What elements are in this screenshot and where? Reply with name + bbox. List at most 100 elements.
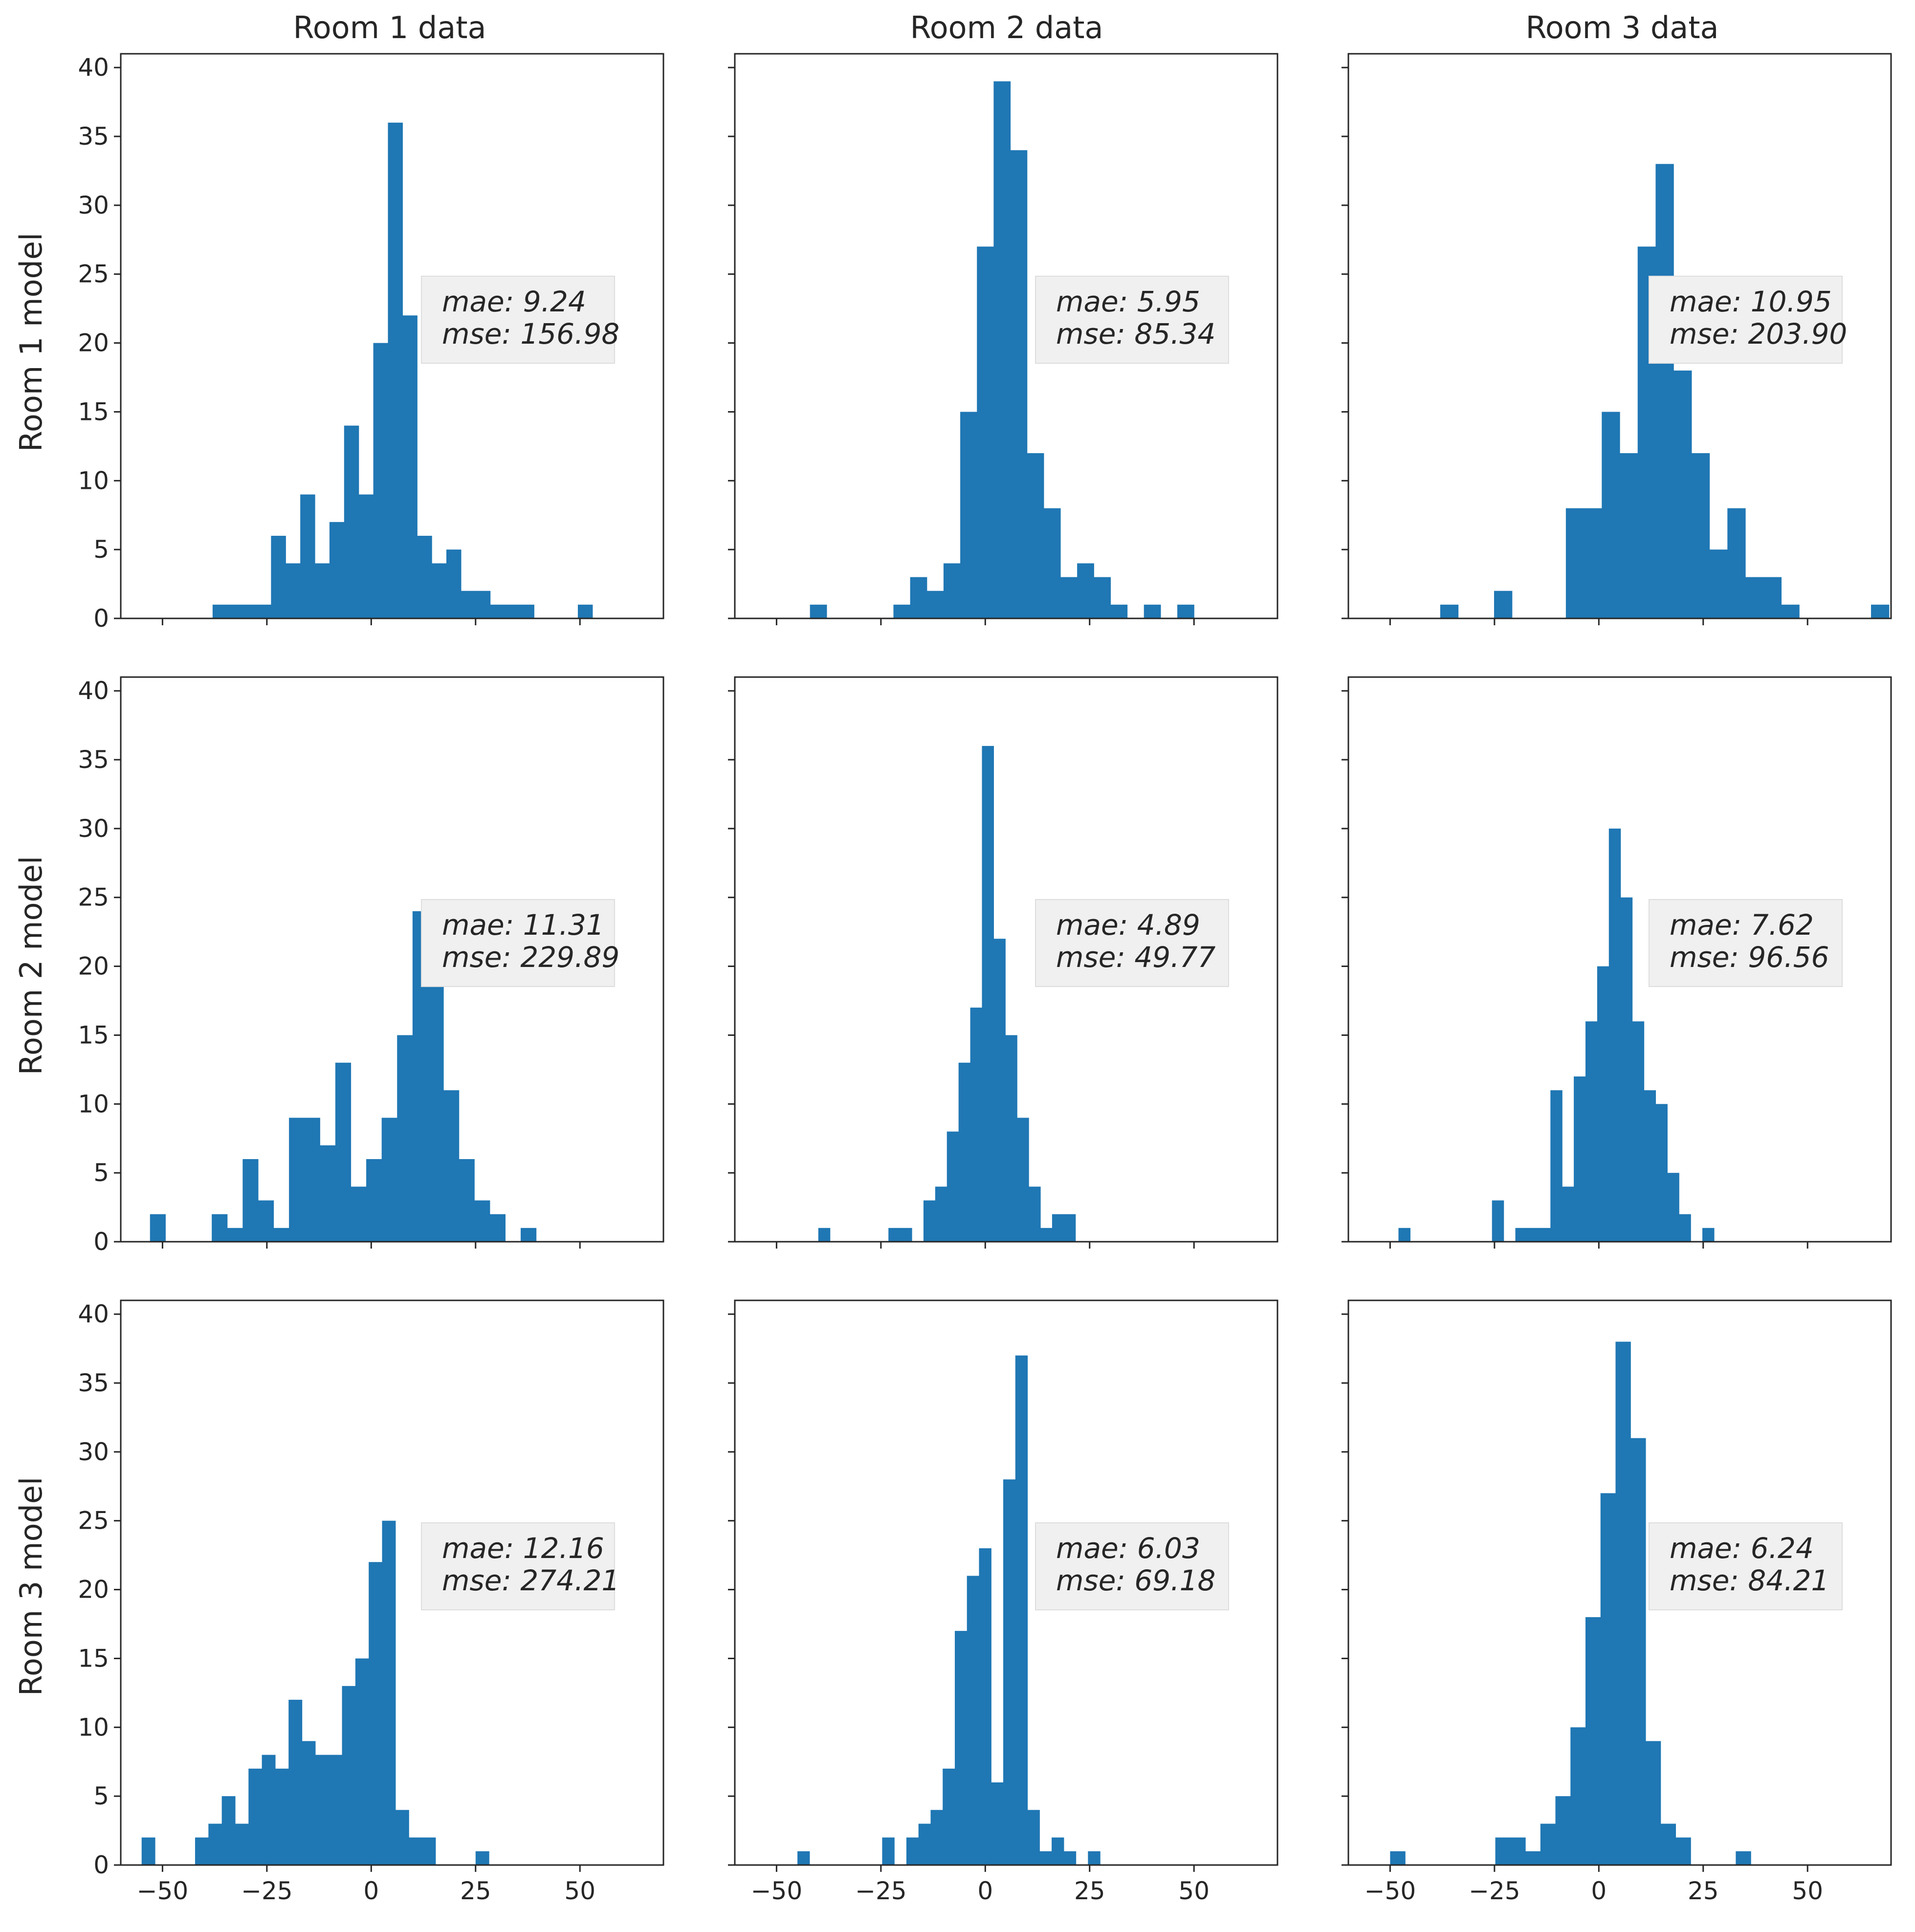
x-tick-label: 50 — [1792, 1877, 1823, 1905]
x-tick-label: 50 — [564, 1877, 595, 1905]
histogram-bar — [1630, 1438, 1646, 1865]
axes-frame — [734, 676, 1278, 1243]
histogram-bar — [235, 1823, 249, 1865]
histogram-bar — [402, 315, 418, 618]
histogram-bar — [1608, 828, 1621, 1242]
histogram-bar — [982, 746, 994, 1242]
histogram-bar — [1088, 1851, 1101, 1865]
histogram-bar — [1003, 1479, 1016, 1865]
histogram-bar — [1570, 1727, 1586, 1865]
histogram-bar — [273, 1228, 289, 1242]
stats-box — [421, 276, 615, 364]
y-tick-label: 0 — [93, 604, 109, 633]
y-tick-label: 5 — [93, 1159, 109, 1187]
histogram-bar — [923, 1200, 936, 1242]
histogram-bar — [977, 246, 994, 618]
histogram-bar — [1398, 1228, 1410, 1242]
histogram-bar — [1645, 1741, 1661, 1865]
y-tick-label: 20 — [78, 1576, 109, 1604]
histogram-bar — [1144, 604, 1161, 618]
y-tick-label: 35 — [78, 746, 109, 774]
histogram-bar — [258, 1200, 274, 1242]
histogram-panel-3-1: 0 5 10 15 20 25 30 35 40 −50 −25 0 25 50 mae: 12.16mse… — [78, 1299, 664, 1905]
titles-layer: Room 1 data Room 2 data Room 3 data Room… — [13, 10, 1719, 1696]
histogram-bar — [943, 1768, 955, 1865]
histogram-bar — [275, 1768, 289, 1865]
histogram-bar — [1620, 453, 1638, 618]
y-tick-label: 35 — [78, 122, 109, 151]
mse-label: mse: 69.18 — [1056, 1564, 1215, 1597]
histogram-bar — [810, 604, 827, 618]
histogram-bar — [366, 1159, 382, 1242]
histogram-bar — [417, 535, 432, 618]
histogram-bar — [1029, 1186, 1041, 1242]
histogram-bar — [304, 1118, 320, 1242]
histogram-bar — [369, 1562, 383, 1865]
x-tick-label: −50 — [137, 1877, 189, 1905]
axes-frame — [1347, 1299, 1892, 1866]
mse-label: mse: 156.98 — [442, 317, 619, 351]
histogram-bar — [1679, 1214, 1691, 1242]
x-tick-label: −50 — [1365, 1877, 1416, 1905]
x-tick-label: 0 — [1591, 1877, 1607, 1905]
x-tick-label: 25 — [460, 1877, 491, 1905]
histogram-bar — [262, 1755, 276, 1865]
histogram-bar — [505, 604, 520, 618]
histogram-bar — [1585, 1617, 1601, 1865]
x-tick-label: −25 — [241, 1877, 293, 1905]
histogram-bar — [1440, 604, 1459, 618]
histogram-bar — [1745, 577, 1764, 618]
y-tick-label: 25 — [78, 1507, 109, 1535]
histogram-bar — [900, 1228, 912, 1242]
histogram-bar — [474, 1200, 490, 1242]
histogram-bar — [991, 1782, 1004, 1865]
y-tick-label: 25 — [78, 883, 109, 912]
axes-frame — [120, 1299, 664, 1866]
histogram-bar — [1063, 1214, 1076, 1242]
mse-label: mse: 84.21 — [1670, 1564, 1829, 1597]
histogram-bar — [302, 1741, 316, 1865]
histogram-bar — [893, 604, 911, 618]
axes-frame — [1347, 53, 1892, 619]
x-tick-label: 0 — [363, 1877, 379, 1905]
histogram-bar — [422, 1837, 436, 1865]
histogram-bar — [351, 1186, 367, 1242]
y-tick-label: 5 — [93, 1782, 109, 1810]
histogram-bar — [1052, 1837, 1064, 1865]
mae-label: mae: 6.03 — [1056, 1532, 1200, 1565]
column-title-room-2: Room 2 data — [910, 10, 1103, 45]
axes-frame — [734, 53, 1278, 619]
histogram-bar — [1584, 508, 1602, 618]
histogram-bar — [271, 535, 286, 618]
y-tick-label: 10 — [78, 466, 109, 495]
histogram-bar — [397, 1035, 413, 1242]
stats-box — [421, 1522, 615, 1610]
histogram-bar — [1027, 1810, 1040, 1865]
histogram-bar — [1527, 1228, 1539, 1242]
histogram-bar — [1510, 1837, 1526, 1865]
histogram-bar — [954, 1631, 968, 1865]
row-label-room-2-model: Room 2 model — [13, 856, 49, 1075]
stats-box — [1649, 899, 1843, 987]
histogram-bar — [227, 1228, 243, 1242]
x-tick-label: 50 — [1178, 1877, 1210, 1905]
histogram-bar — [315, 563, 330, 618]
histogram-bar — [1660, 1823, 1676, 1865]
histogram-bar — [1615, 1341, 1631, 1865]
y-tick-label: 40 — [78, 53, 109, 82]
y-tick-label: 35 — [78, 1369, 109, 1397]
histogram-bar — [1602, 412, 1620, 618]
histogram-bar — [388, 122, 403, 619]
histogram-bar — [1673, 370, 1692, 618]
histogram-bar — [315, 1755, 329, 1865]
histogram-bar — [1562, 1186, 1574, 1242]
histogram-bar — [1010, 150, 1028, 618]
histogram-bar — [1574, 1076, 1586, 1242]
histogram-bar — [520, 1228, 537, 1242]
